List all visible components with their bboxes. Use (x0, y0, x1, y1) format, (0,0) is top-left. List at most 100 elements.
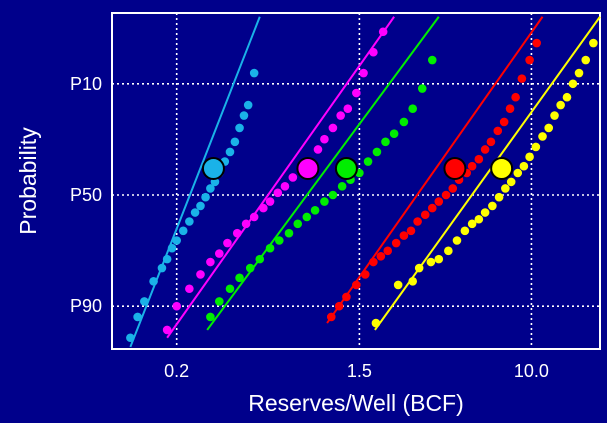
data-point-0-21 (243, 100, 253, 110)
data-point-2-23 (417, 84, 427, 93)
data-point-2-13 (328, 190, 338, 200)
mean-markers (201, 156, 514, 180)
data-point-3-6 (376, 251, 386, 261)
data-point-4-8 (460, 226, 470, 236)
data-point-2-10 (302, 212, 312, 222)
data-point-1-7 (232, 228, 242, 238)
data-point-3-22 (486, 137, 496, 147)
data-point-2-11 (310, 206, 320, 215)
data-point-2-8 (284, 228, 294, 238)
data-point-4-28 (589, 38, 598, 48)
data-point-3-5 (369, 257, 378, 267)
data-point-3-12 (420, 210, 430, 220)
data-point-1-1 (172, 301, 181, 311)
data-point-0-10 (190, 208, 200, 217)
data-point-0-3 (149, 277, 158, 286)
data-point-0-9 (185, 217, 194, 226)
data-point-4-3 (414, 263, 424, 273)
data-point-1-18 (320, 134, 329, 144)
data-point-3-29 (532, 38, 542, 48)
y-axis-title: Probability (15, 127, 41, 235)
data-point-2-12 (320, 197, 329, 206)
data-point-3-25 (505, 104, 515, 113)
data-point-1-19 (328, 123, 338, 133)
plot-area (111, 12, 601, 350)
data-point-4-11 (480, 208, 490, 217)
data-point-2-2 (225, 284, 235, 294)
data-point-3-11 (413, 217, 422, 226)
data-point-3-27 (517, 74, 527, 83)
data-point-4-4 (426, 257, 436, 267)
data-point-4-17 (519, 161, 529, 171)
data-point-1-6 (223, 238, 232, 248)
x-axis-title: Reserves/Well (BCF) (248, 390, 464, 416)
data-point-4-9 (467, 219, 477, 229)
data-point-0-18 (230, 137, 240, 147)
data-point-0-0 (126, 333, 135, 343)
data-point-4-13 (494, 192, 504, 202)
data-point-0-17 (225, 147, 235, 157)
data-point-1-2 (185, 284, 194, 294)
data-point-3-23 (493, 126, 503, 136)
data-point-2-1 (215, 297, 224, 306)
data-point-2-22 (408, 104, 418, 113)
data-point-2-21 (399, 117, 409, 127)
data-point-1-11 (265, 197, 275, 206)
data-point-1-8 (241, 219, 251, 229)
data-point-1-20 (336, 111, 345, 120)
data-point-1-0 (162, 325, 172, 335)
data-point-4-21 (544, 123, 554, 133)
data-point-0-19 (235, 123, 244, 133)
data-point-0-20 (239, 111, 249, 120)
data-point-1-21 (343, 104, 353, 113)
fit-lines (129, 16, 601, 348)
data-point-3-15 (441, 190, 451, 200)
fit-line-1 (166, 16, 395, 339)
data-point-2-18 (372, 147, 382, 157)
data-point-4-2 (408, 277, 418, 286)
data-point-4-20 (538, 132, 547, 141)
data-point-3-2 (342, 292, 351, 302)
x-tick-label-2: 10.0 (514, 361, 549, 381)
x-tick-label-0: 0.2 (164, 361, 189, 381)
data-point-2-4 (245, 263, 255, 273)
data-point-3-24 (499, 117, 509, 127)
data-point-4-5 (434, 254, 444, 264)
data-point-4-14 (501, 184, 510, 193)
data-point-1-14 (288, 173, 298, 182)
mean-marker-1 (296, 156, 320, 180)
data-point-2-3 (235, 273, 244, 283)
data-point-3-3 (352, 280, 361, 290)
x-tick-label-1: 1.5 (347, 361, 372, 381)
data-point-4-23 (556, 100, 565, 110)
data-point-2-17 (363, 157, 373, 166)
data-point-3-10 (406, 226, 416, 236)
data-point-1-22 (352, 88, 361, 98)
data-point-0-12 (201, 192, 210, 202)
data-point-1-3 (196, 270, 205, 279)
y-tick-label-1: P50 (70, 185, 102, 205)
data-point-4-10 (474, 214, 484, 224)
data-point-3-8 (391, 238, 401, 248)
data-point-2-9 (293, 219, 303, 229)
mean-marker-2 (334, 156, 358, 180)
data-point-0-2 (140, 297, 149, 306)
data-point-4-24 (562, 92, 572, 102)
data-point-3-7 (383, 246, 393, 256)
data-point-3-16 (448, 184, 458, 193)
data-point-4-12 (488, 201, 497, 211)
data-point-2-0 (206, 312, 215, 322)
y-tick-label-2: P90 (70, 296, 102, 316)
data-point-4-26 (574, 68, 584, 78)
data-point-3-9 (399, 231, 409, 240)
data-point-1-10 (259, 203, 268, 213)
data-point-4-18 (525, 152, 534, 162)
data-point-1-23 (359, 68, 368, 78)
data-point-3-19 (467, 161, 477, 171)
data-point-2-20 (389, 129, 399, 138)
y-tick-label-0: P10 (70, 74, 102, 94)
data-point-4-27 (581, 55, 591, 65)
data-point-1-17 (313, 145, 323, 154)
data-point-3-0 (326, 312, 336, 322)
